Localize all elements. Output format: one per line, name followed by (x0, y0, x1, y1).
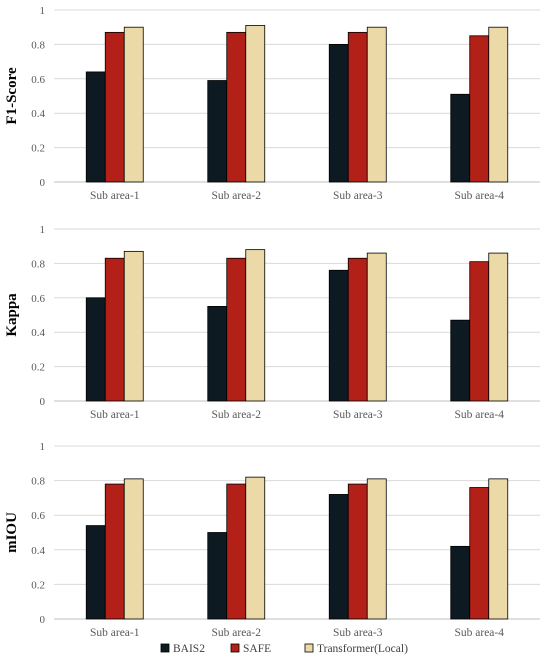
bar-bais2 (450, 319, 471, 402)
bar-safe (469, 261, 490, 402)
legend-swatch (230, 643, 240, 653)
y-tick-label: 0.2 (31, 362, 45, 374)
y-tick-label: 0 (40, 614, 46, 626)
legend-swatch (160, 643, 170, 653)
y-tick-label: 0.6 (31, 74, 45, 86)
bar-transformer-local (488, 26, 509, 183)
x-category-label: Sub area-2 (212, 409, 262, 421)
y-tick-label: 1 (40, 441, 46, 453)
chart-panel-3: 0 0.2 0.4 0.6 0.8 1 mIOU Sub area-1 Sub area-2 Su… (4, 441, 540, 639)
bar-transformer-local (245, 249, 266, 402)
legend-label: Transformer(Local) (317, 643, 408, 655)
bar-bais2 (85, 525, 106, 620)
x-category-label: Sub area-2 (212, 627, 262, 639)
bar-transformer-local (366, 252, 387, 402)
legend-swatch (304, 643, 314, 653)
bar-transformer-local (366, 26, 387, 183)
y-tick-label: 0.6 (31, 293, 45, 305)
bar-transformer-local (123, 478, 144, 620)
bar-transformer-local (123, 250, 144, 402)
x-category-label: Sub area-1 (90, 190, 140, 202)
x-category-label: Sub area-1 (90, 409, 140, 421)
bar-safe (226, 483, 247, 620)
bar-bais2 (328, 269, 349, 402)
y-tick-label: 0 (40, 396, 46, 408)
y-tick-label: 0.8 (31, 39, 45, 51)
bar-transformer-local (123, 26, 144, 183)
bar-safe (104, 31, 125, 183)
x-category-label: Sub area-1 (90, 627, 140, 639)
y-tick-label: 0.6 (31, 510, 45, 522)
bar-bais2 (328, 44, 349, 183)
bar-bais2 (85, 71, 106, 183)
y-axis-label: mIOU (4, 512, 20, 553)
bar-bais2 (450, 93, 471, 183)
y-tick-label: 0.4 (31, 108, 45, 120)
y-tick-label: 1 (40, 5, 46, 17)
bar-bais2 (85, 297, 106, 402)
bar-transformer-local (488, 252, 509, 402)
bar-safe (226, 257, 247, 402)
y-tick-label: 0.8 (31, 258, 45, 270)
x-category-label: Sub area-4 (455, 627, 505, 639)
x-category-label: Sub area-3 (333, 409, 383, 421)
bar-safe (469, 35, 490, 183)
y-tick-label: 0.4 (31, 545, 45, 557)
bar-safe (104, 257, 125, 402)
y-tick-label: 0.2 (31, 143, 45, 155)
bar-bais2 (207, 80, 228, 183)
y-axis-label: Kappa (4, 293, 20, 337)
bar-bais2 (450, 545, 471, 620)
bar-safe (347, 483, 368, 620)
chart-panel-1: 0 0.2 0.4 0.6 0.8 1 F1-Score Sub area-1 Sub area… (4, 5, 540, 202)
bar-bais2 (207, 532, 228, 620)
y-tick-label: 0 (40, 177, 46, 189)
bar-transformer-local (245, 25, 266, 183)
bar-safe (226, 31, 247, 183)
bar-safe (347, 31, 368, 183)
chart-panel-2: 0 0.2 0.4 0.6 0.8 1 Kappa Sub area-1 Sub area-2 S… (4, 224, 540, 421)
y-tick-label: 1 (40, 224, 46, 236)
y-tick-label: 0.4 (31, 327, 45, 339)
legend: BAIS2 SAFE Transformer(Local) (160, 643, 408, 655)
x-category-label: Sub area-3 (333, 627, 383, 639)
y-tick-label: 0.8 (31, 476, 45, 488)
bar-bais2 (328, 494, 349, 620)
x-category-label: Sub area-4 (455, 190, 505, 202)
legend-label: SAFE (243, 643, 271, 655)
x-category-label: Sub area-3 (333, 190, 383, 202)
bar-safe (347, 257, 368, 402)
bar-transformer-local (245, 476, 266, 620)
bar-bais2 (207, 305, 228, 402)
x-category-label: Sub area-4 (455, 409, 505, 421)
legend-label: BAIS2 (173, 643, 205, 655)
bar-safe (104, 483, 125, 620)
bar-transformer-local (488, 478, 509, 620)
x-category-label: Sub area-2 (212, 190, 262, 202)
y-axis-label: F1-Score (4, 67, 20, 125)
y-tick-label: 0.2 (31, 579, 45, 591)
bar-safe (469, 487, 490, 620)
bar-transformer-local (366, 478, 387, 620)
